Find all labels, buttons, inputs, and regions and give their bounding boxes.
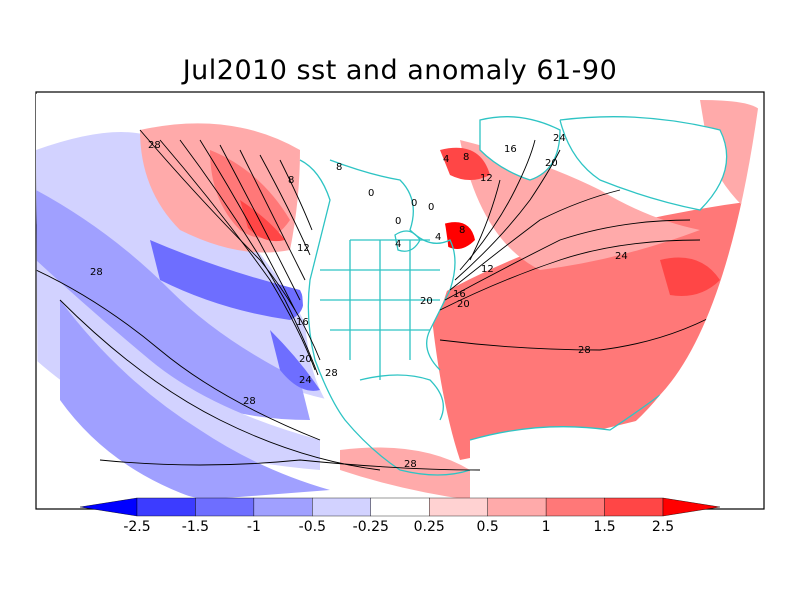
colorbar-swatch xyxy=(312,497,371,517)
europe-land xyxy=(560,116,727,210)
colorbar-swatch xyxy=(604,497,664,517)
colorbar-swatch xyxy=(136,497,196,517)
contour-label: 12 xyxy=(297,243,310,254)
contour-label: 16 xyxy=(453,289,466,300)
contour-label: 8 xyxy=(463,152,469,163)
contour-label: 28 xyxy=(325,368,338,379)
colorbar: -2.5 -1.5 -1 -0.5 -0.25 0.25 0.5 1 1.5 2.5 xyxy=(79,497,721,535)
colorbar-arrow-low xyxy=(79,497,138,517)
colorbar-tick-label: 1.5 xyxy=(593,519,615,535)
colorbar-tick-label: 2.5 xyxy=(652,519,674,535)
pacific-warm-core-2 xyxy=(240,200,285,242)
colorbar-swatch xyxy=(195,497,255,517)
colorbar-tick-label: -0.25 xyxy=(353,519,389,535)
contour-label: 4 xyxy=(435,232,441,243)
coastlines xyxy=(299,116,728,476)
contour-label: 12 xyxy=(480,173,493,184)
contour-label: 0 xyxy=(411,198,417,209)
colorbar-tick-label: -1 xyxy=(247,519,261,535)
colorbar-tick-label: 1 xyxy=(542,519,551,535)
colorbar-swatch xyxy=(253,497,313,517)
contour-label: 28 xyxy=(243,396,256,407)
pacific-cool-patch-2 xyxy=(270,330,320,391)
contour-label: 28 xyxy=(707,326,720,337)
colorbar-swatch xyxy=(370,497,430,517)
pacific-cool-patch xyxy=(150,240,304,320)
pacific-warm-core xyxy=(210,150,290,238)
labrador-warm-spot xyxy=(440,222,475,249)
colorbar-tick-label: -0.5 xyxy=(299,519,326,535)
contour-label: 0 xyxy=(395,216,401,227)
contour-label: 24 xyxy=(615,251,628,262)
contour-label: 20 xyxy=(420,296,433,307)
contour-label: 24 xyxy=(299,375,312,386)
contour-label: 20 xyxy=(299,354,312,365)
contour-label: 0 xyxy=(368,188,374,199)
contour-label: 24 xyxy=(553,133,566,144)
colorbar-swatch xyxy=(545,497,605,517)
atlantic-warm-core xyxy=(660,257,720,296)
contour-label: 4 xyxy=(395,239,401,250)
contour-label: 28 xyxy=(404,459,417,470)
sst-contours xyxy=(36,129,741,471)
colorbar-tick-label: 0.25 xyxy=(414,519,445,535)
colorbar-tick-label: -1.5 xyxy=(182,519,209,535)
contour-label: 16 xyxy=(504,144,517,155)
contour-label: 8 xyxy=(459,225,465,236)
colorbar-arrow-high xyxy=(662,497,721,517)
contour-label: 8 xyxy=(288,175,294,186)
pacific-cool-band-2 xyxy=(36,260,320,470)
colorbar-tick-label: -2.5 xyxy=(123,519,150,535)
contour-label: 12 xyxy=(481,264,494,275)
contour-label: 0 xyxy=(428,202,434,213)
greenland-land xyxy=(480,116,560,180)
baffin-warm-spot xyxy=(440,147,490,180)
contour-label: 20 xyxy=(457,299,470,310)
contour-label: 20 xyxy=(545,158,558,169)
contour-label: 28 xyxy=(148,140,161,151)
pacific-cool-band-3 xyxy=(60,300,330,500)
colorbar-swatch xyxy=(487,497,547,517)
tropical-pink-band xyxy=(340,447,470,500)
contour-label: 4 xyxy=(443,154,449,165)
contour-label: 28 xyxy=(578,345,591,356)
contour-label: 16 xyxy=(296,317,309,328)
pacific-cool-band-1 xyxy=(36,190,310,420)
contour-label: 28 xyxy=(90,267,103,278)
colorbar-swatch xyxy=(429,497,488,517)
map-title: Jul2010 sst and anomaly 61-90 xyxy=(182,55,618,86)
contour-label: 8 xyxy=(336,162,342,173)
south-america-land xyxy=(470,426,614,510)
colorbar-tick-label: 0.5 xyxy=(477,519,499,535)
